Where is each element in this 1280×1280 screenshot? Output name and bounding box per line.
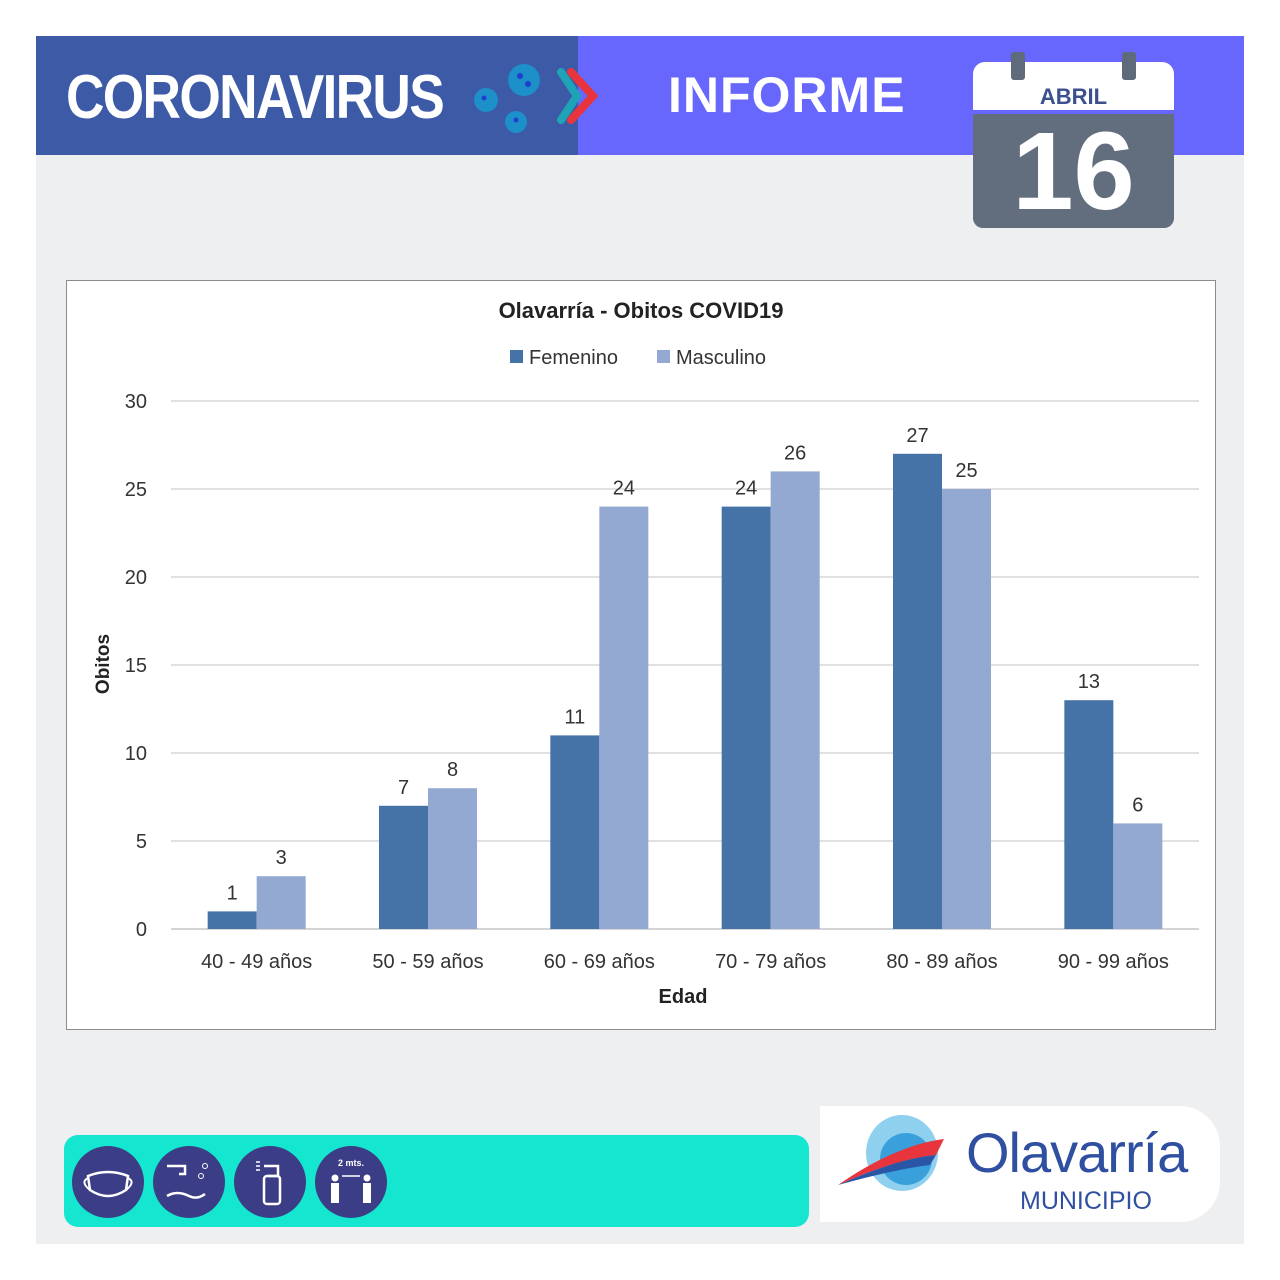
bar-femenino [207,911,257,929]
chart-svg: Olavarría - Obitos COVID19 Femenino Masc… [93,298,1199,1008]
data-label: 3 [276,847,287,869]
bar-masculino [599,506,649,929]
x-tick-label: 40 - 49 años [201,951,312,973]
logo-name: Olavarría [966,1121,1188,1184]
data-label: 24 [735,478,757,500]
bar-femenino [893,453,942,929]
header-section: INFORME [668,67,906,123]
x-axis-label: Edad [659,986,708,1008]
bar-femenino [550,735,600,929]
data-label: 27 [906,425,928,447]
calendar-day: 16 [1012,110,1135,233]
header-title: CORONAVIRUS [66,63,445,132]
calendar-ring [1122,52,1136,80]
x-tick-label: 50 - 59 años [372,951,483,973]
x-tick-label: 90 - 99 años [1058,951,1169,973]
calendar-ring [1011,52,1025,80]
hand-washing-icon [153,1146,225,1218]
legend-swatch-femenino [510,350,523,363]
logo-sub: MUNICIPIO [1020,1187,1152,1215]
data-label: 11 [564,706,585,728]
bar-femenino [1064,700,1114,929]
y-axis-label: Obitos [93,634,114,694]
y-tick-label: 30 [125,391,147,413]
chart-title: Olavarría - Obitos COVID19 [499,298,784,323]
legend-label-masculino: Masculino [676,347,766,369]
virus-icon [474,64,540,133]
y-tick-label: 25 [125,479,147,501]
bar-masculino [1113,823,1163,929]
social-distance-icon: 2 mts. [315,1146,387,1218]
data-label: 7 [398,777,409,799]
legend-swatch-masculino [657,350,670,363]
bar-masculino [428,788,477,929]
bar-masculino [256,876,306,929]
calendar-month: ABRIL [1039,84,1108,109]
chart: Olavarría - Obitos COVID19 Femenino Masc… [66,280,1216,1030]
data-label: 13 [1078,671,1100,693]
bar-masculino [942,489,991,929]
data-label: 1 [227,882,238,904]
data-label: 6 [1132,794,1143,816]
y-tick-label: 0 [136,919,147,941]
calendar-top [973,62,1174,110]
data-label: 8 [447,759,458,781]
bar-masculino [770,471,820,929]
x-tick-label: 70 - 79 años [715,951,826,973]
data-label: 24 [613,478,635,500]
data-label: 26 [784,442,806,464]
x-tick-label: 80 - 89 años [886,951,997,973]
legend-label-femenino: Femenino [529,347,618,369]
bar-femenino [379,805,428,929]
y-tick-label: 10 [125,743,147,765]
bar-femenino [721,506,771,929]
y-tick-label: 15 [125,655,147,677]
x-tick-label: 60 - 69 años [544,951,655,973]
y-tick-label: 5 [136,831,147,853]
y-tick-label: 20 [125,567,147,589]
logo-emblem-icon [838,1115,944,1191]
chevron-right-icon [557,68,599,124]
distance-label: 2 mts. [338,1158,364,1168]
sanitizer-spray-icon [234,1146,306,1218]
calendar-body [973,114,1174,228]
data-label: 25 [955,460,977,482]
mask-icon [72,1146,144,1218]
